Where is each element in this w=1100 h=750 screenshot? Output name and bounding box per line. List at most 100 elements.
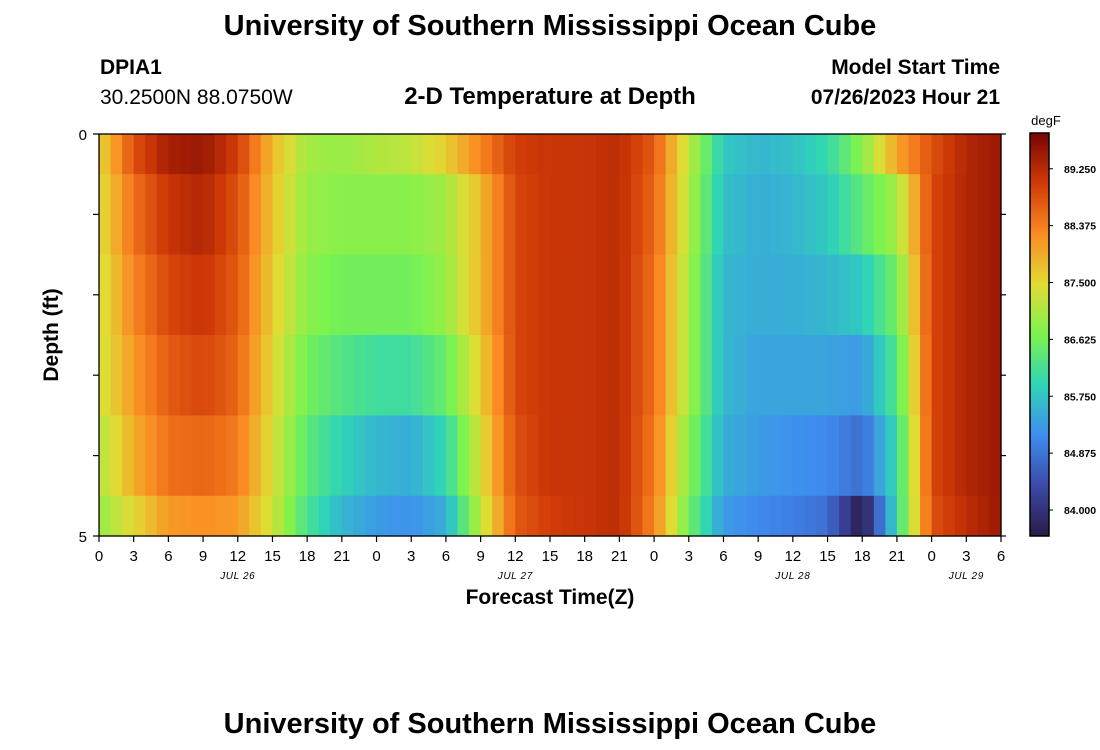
heatmap-cell [815, 174, 829, 256]
heatmap-cell [989, 134, 1002, 175]
heatmap-cell [665, 134, 678, 175]
heatmap-cell [700, 254, 713, 336]
heatmap-cell [781, 134, 794, 175]
heatmap-cell [550, 335, 563, 416]
heatmap-cell [561, 134, 574, 175]
heatmap-cell [191, 174, 204, 256]
heatmap-cell [758, 335, 771, 416]
heatmap-cell [677, 254, 690, 336]
heatmap-cell [445, 254, 459, 336]
heatmap-cell [700, 335, 713, 416]
heatmap-cell [469, 415, 482, 497]
heatmap-cell [480, 415, 493, 497]
heatmap-cell [550, 134, 563, 175]
heatmap-cell [399, 335, 412, 416]
heatmap-cell [966, 174, 979, 256]
heatmap-cell [584, 415, 597, 497]
heatmap-cell [469, 254, 482, 336]
x-tick-label: 15 [264, 548, 281, 565]
heatmap-cells [99, 134, 1002, 537]
heatmap-cell [249, 495, 262, 537]
heatmap-cell [168, 335, 181, 416]
x-tick-label: 18 [854, 548, 871, 565]
heatmap-cell [179, 174, 193, 256]
heatmap-cell [561, 415, 574, 497]
x-tick-label: 0 [650, 548, 658, 565]
heatmap-cell [700, 174, 713, 256]
heatmap-cell [272, 335, 285, 416]
x-tick-label: 6 [719, 548, 727, 565]
heatmap-cell [469, 495, 482, 537]
heatmap-cell [515, 254, 528, 336]
heatmap-cell [353, 335, 366, 416]
heatmap-cell [237, 495, 250, 537]
heatmap-cell [862, 415, 875, 497]
heatmap-cell [896, 335, 910, 416]
heatmap-cell [99, 495, 112, 537]
heatmap-cell [145, 415, 158, 497]
heatmap-cell [619, 174, 632, 256]
heatmap-cell [804, 495, 817, 537]
heatmap-cell [388, 495, 401, 537]
heatmap-cell [353, 495, 366, 537]
heatmap-cell [503, 134, 516, 175]
heatmap-cell [850, 495, 863, 537]
heatmap-cell [769, 254, 782, 336]
heatmap-cell [260, 335, 274, 416]
heatmap-cell [133, 134, 146, 175]
heatmap-cell [688, 134, 701, 175]
heatmap-cell [480, 174, 493, 256]
heatmap-cell [353, 254, 366, 336]
heatmap-cell [260, 415, 274, 497]
heatmap-cell [966, 254, 979, 336]
heatmap-cell [654, 495, 667, 537]
heatmap-cell [966, 134, 979, 175]
x-axis-ticks: 0 3 6 9 12 15 18 21 0 3 6 9 12 15 18 21 0 3 6 9 12 15 18 21 0 3 6 [95, 536, 1005, 565]
heatmap-cell [607, 415, 620, 497]
heatmap-cell [399, 415, 412, 497]
heatmap-cell [711, 415, 725, 497]
heatmap-cell [642, 415, 655, 497]
x-tick-label: 15 [819, 548, 836, 565]
heatmap-cell [214, 415, 227, 497]
heatmap-cell [226, 335, 239, 416]
heatmap-cell [815, 495, 829, 537]
y-axis-label: Depth (ft) [40, 288, 63, 381]
heatmap-cell [353, 134, 366, 175]
heatmap-cell [399, 134, 412, 175]
heatmap-cell [550, 174, 563, 256]
heatmap-cell [237, 335, 250, 416]
footer-title: University of Southern Mississippi Ocean… [223, 708, 877, 740]
heatmap-cell [388, 134, 401, 175]
heatmap-cell [99, 335, 112, 416]
heatmap-cell [873, 254, 886, 336]
heatmap-cell [723, 174, 736, 256]
heatmap-cell [792, 254, 806, 336]
heatmap-cell [769, 415, 782, 497]
heatmap-cell [492, 335, 505, 416]
heatmap-cell [804, 174, 817, 256]
heatmap-cell [110, 495, 123, 537]
heatmap-cell [110, 335, 123, 416]
heatmap-cell [376, 134, 389, 175]
heatmap-cell [515, 134, 528, 175]
heatmap-cell [272, 495, 285, 537]
heatmap-cell [642, 495, 655, 537]
heatmap-cell [931, 415, 944, 497]
heatmap-cell [376, 415, 389, 497]
heatmap-cell [607, 335, 620, 416]
heatmap-cell [330, 134, 343, 175]
heatmap-cell [769, 495, 782, 537]
heatmap-cell [145, 174, 158, 256]
heatmap-cell [422, 335, 435, 416]
heatmap-cell [503, 415, 516, 497]
heatmap-cell [445, 335, 459, 416]
heatmap-cell [723, 134, 736, 175]
heatmap-cell [515, 335, 528, 416]
heatmap-cell [145, 134, 158, 175]
heatmap-cell [122, 174, 135, 256]
heatmap-cell [850, 415, 863, 497]
heatmap-cell [341, 495, 355, 537]
heatmap-cell [295, 174, 308, 256]
